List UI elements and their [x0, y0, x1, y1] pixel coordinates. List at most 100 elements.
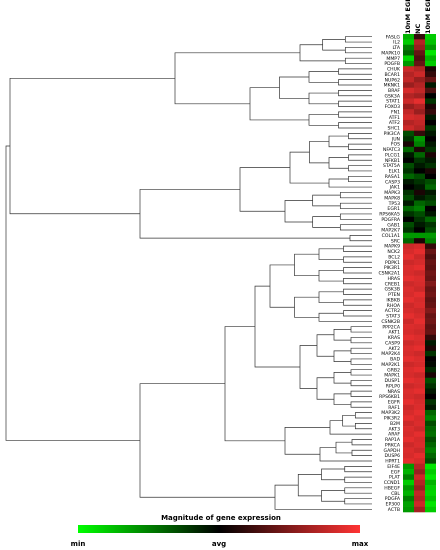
- gene-label: CASP9: [385, 340, 400, 346]
- heatmap-cell: [403, 291, 414, 298]
- dendrogram-branch: [139, 383, 275, 498]
- dendrogram-branch: [348, 165, 372, 172]
- dendrogram-branch: [316, 334, 334, 357]
- heatmap-cell: [403, 232, 414, 239]
- dendrogram-branch: [308, 92, 339, 105]
- gene-label: PDGFA: [385, 496, 401, 502]
- dendrogram-branch: [350, 326, 372, 333]
- heatmap-cell: [414, 136, 425, 142]
- heatmap-cell: [414, 60, 425, 67]
- dendrogram-branch: [350, 401, 372, 408]
- heatmap-cell: [403, 361, 414, 368]
- dendrogram-branch: [333, 350, 351, 362]
- dendrogram-branch: [338, 90, 372, 97]
- heatmap-cell: [414, 361, 425, 368]
- heatmap-cell: [403, 485, 414, 491]
- heatmap-cell: [403, 366, 414, 373]
- dendrogram-branch: [312, 194, 341, 207]
- gene-label: BRAF: [388, 88, 400, 94]
- heatmap-cell: [414, 506, 425, 513]
- gene-label: STAT3: [386, 314, 400, 320]
- heatmap-cell: [425, 55, 436, 62]
- heatmap-cell: [414, 141, 425, 148]
- heatmap-cell: [425, 270, 436, 276]
- heatmap-cell: [403, 34, 414, 40]
- gene-label: LTA: [392, 45, 400, 51]
- heatmap-cell: [414, 66, 425, 72]
- heatmap-cell: [403, 436, 414, 443]
- heatmap-cell: [403, 345, 414, 352]
- dendrogram-branch: [321, 490, 345, 502]
- heatmap-cell: [414, 34, 425, 40]
- dendrogram-branch: [5, 145, 140, 441]
- gene-label: ARAF: [388, 432, 400, 438]
- dendrogram-branch: [338, 122, 372, 129]
- gene-label: EGFR: [388, 399, 401, 405]
- heatmap-cell: [403, 447, 414, 454]
- heatmap-cell: [414, 388, 425, 395]
- gene-label: GRB2: [387, 367, 400, 373]
- heatmap-cell: [414, 490, 425, 497]
- heatmap-cell: [425, 205, 436, 212]
- gene-label: EGR1: [387, 206, 400, 212]
- heatmap-cell: [414, 420, 425, 427]
- heatmap-cell: [403, 109, 414, 115]
- heatmap-cell: [403, 297, 414, 303]
- heatmap-cell: [403, 152, 414, 158]
- heatmap-cell: [425, 313, 436, 319]
- heatmap-cell: [414, 179, 425, 185]
- heatmap-cell: [414, 44, 425, 51]
- heatmap-cell: [403, 114, 414, 121]
- heatmap-cell: [414, 189, 425, 196]
- heatmap-cell: [425, 501, 436, 507]
- heatmap-cell: [403, 469, 414, 475]
- heatmap-cell: [425, 76, 436, 83]
- heatmap-cell: [414, 318, 425, 325]
- gene-label: KRAS: [388, 335, 400, 341]
- heatmap-cell: [403, 307, 414, 314]
- heatmap-cell: [414, 93, 425, 99]
- heatmap-cell: [414, 474, 425, 481]
- heatmap-cell: [425, 452, 436, 459]
- heatmap-cell: [425, 474, 436, 481]
- dendrogram-branch: [339, 192, 372, 199]
- heatmap-cell: [403, 87, 414, 94]
- dendrogram-branch: [318, 291, 344, 303]
- heatmap-cell: [425, 243, 436, 250]
- dendrogram-branch: [343, 245, 372, 252]
- heatmap-cell: [414, 130, 425, 137]
- heatmap-cell: [414, 313, 425, 319]
- heatmap-cell: [425, 393, 436, 400]
- heatmap-cell: [425, 259, 436, 266]
- heatmap-cell: [425, 329, 436, 336]
- dendrogram-branch: [297, 474, 322, 497]
- heatmap-cell: [414, 109, 425, 115]
- heatmap-cell: [425, 334, 436, 341]
- heatmap-cell: [414, 442, 425, 448]
- gene-label: DUSP1: [384, 378, 400, 384]
- gene-label: AKT3: [388, 426, 400, 432]
- heatmap-cell: [425, 200, 436, 207]
- heatmap-cell: [414, 200, 425, 207]
- heatmap-cell: [403, 254, 414, 260]
- heatmap-cell: [403, 216, 414, 223]
- dendrogram-branch: [335, 441, 352, 454]
- heatmap-cell: [425, 221, 436, 228]
- heatmap-cell: [403, 259, 414, 266]
- heatmap-cell: [403, 372, 414, 379]
- gene-label: BCAR1: [384, 72, 400, 78]
- gene-label: AKT1: [388, 330, 400, 336]
- dendrogram-branch: [348, 143, 372, 150]
- dendrogram-branch: [321, 468, 345, 481]
- heatmap-cell: [414, 232, 425, 239]
- heatmap-cell: [414, 458, 425, 464]
- dendrogram-branch: [333, 329, 351, 341]
- heatmap-cell: [403, 71, 414, 78]
- heatmap-cell: [425, 356, 436, 362]
- gene-label: RAF1: [388, 405, 400, 411]
- heatmap-cell: [403, 44, 414, 51]
- heatmap-cell: [403, 119, 414, 126]
- colorbar-tick-max: max: [352, 540, 369, 548]
- dendrogram-branch: [344, 47, 372, 54]
- heatmap-cell: [414, 248, 425, 255]
